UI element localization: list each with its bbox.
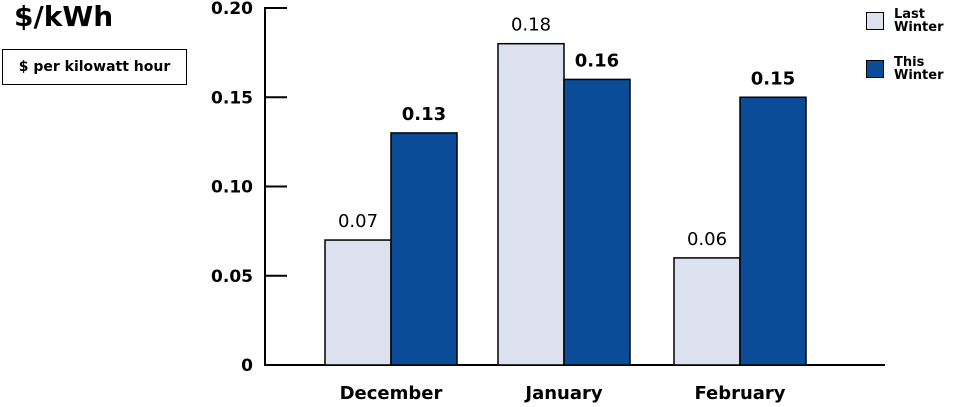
- unit-description-box: $ per kilowatt hour: [2, 49, 187, 85]
- bar-last-winter: [673, 257, 741, 366]
- y-tick-label: 0.15: [211, 88, 253, 108]
- x-category-label: February: [694, 383, 785, 404]
- legend-label-this-winter: This Winter: [894, 55, 944, 83]
- bar-value-label: 0.16: [575, 50, 619, 71]
- unit-title: $/kWh: [14, 0, 114, 33]
- x-category-label: January: [523, 383, 602, 404]
- y-tick-label: 0: [241, 356, 253, 376]
- bar-value-label: 0.13: [402, 104, 446, 125]
- bar-value-label: 0.07: [338, 211, 378, 232]
- bar-this-winter: [390, 132, 458, 366]
- legend-swatch-this-winter: [866, 60, 884, 78]
- bar-value-label: 0.15: [751, 68, 795, 89]
- x-category-label: December: [340, 383, 443, 404]
- y-tick-label: 0.10: [211, 178, 253, 198]
- bar-last-winter: [497, 42, 565, 366]
- bar-value-label: 0.06: [687, 229, 727, 250]
- legend-item-this-winter: This Winter: [866, 56, 952, 82]
- bar-this-winter: [739, 96, 807, 366]
- legend-label-last-winter: Last Winter: [894, 7, 944, 35]
- bar-last-winter: [324, 239, 392, 366]
- bar-value-label: 0.18: [511, 15, 551, 36]
- legend-swatch-last-winter: [866, 12, 884, 30]
- bar-this-winter: [563, 78, 631, 366]
- legend-item-last-winter: Last Winter: [866, 8, 952, 34]
- y-tick-label: 0.20: [211, 0, 253, 19]
- y-tick-label: 0.05: [211, 267, 253, 287]
